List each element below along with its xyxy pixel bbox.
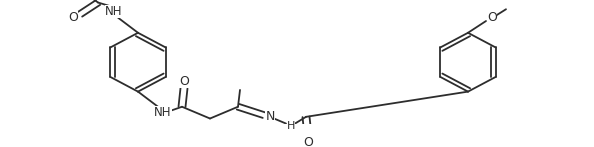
Text: NH: NH [154, 106, 172, 119]
Text: O: O [179, 75, 189, 88]
Text: NH: NH [105, 5, 123, 18]
Text: O: O [303, 136, 313, 147]
Text: O: O [68, 11, 78, 24]
Text: N: N [266, 110, 274, 123]
Text: H: H [287, 121, 295, 131]
Text: O: O [487, 11, 497, 24]
